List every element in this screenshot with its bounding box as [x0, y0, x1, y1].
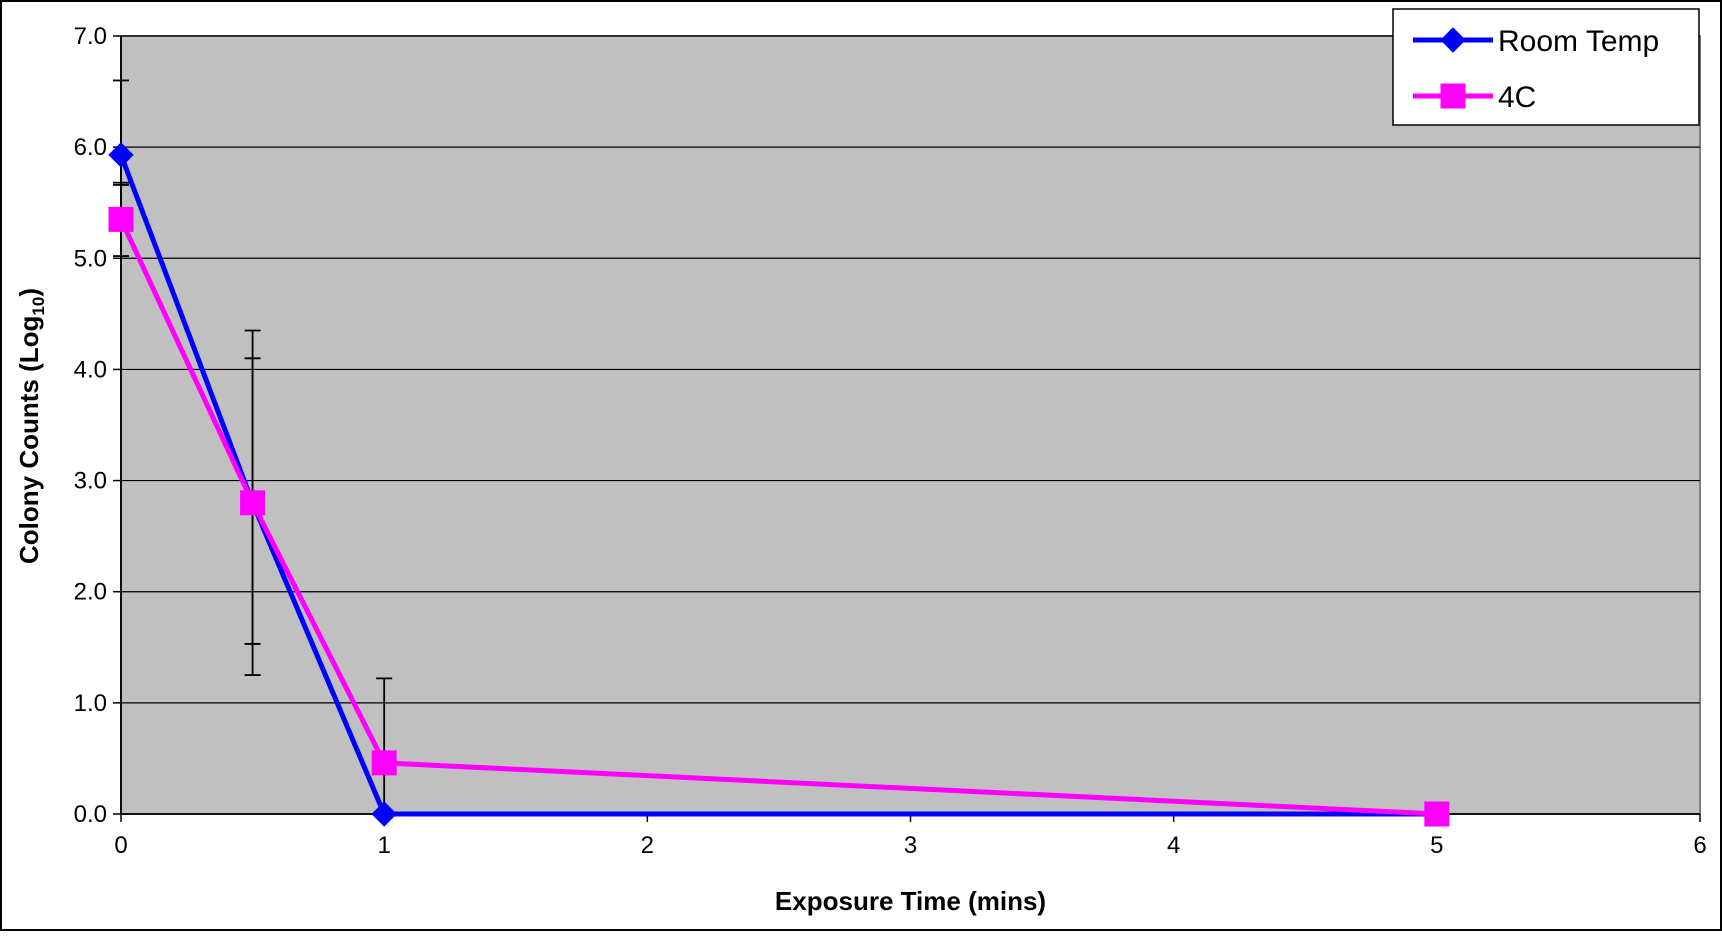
- x-tick-label: 5: [1430, 832, 1443, 859]
- y-tick-label: 1.0: [74, 690, 107, 717]
- y-tick-label: 3.0: [74, 468, 107, 495]
- y-axis-title-main: Colony Counts (Log: [14, 316, 44, 564]
- series-markers: [108, 142, 1450, 827]
- legend-marker-4c: [1440, 83, 1466, 109]
- y-tick-label: 4.0: [74, 356, 107, 383]
- data-point-room-temp: [371, 801, 397, 827]
- y-tick-label: 7.0: [74, 23, 107, 50]
- x-tick-label: 6: [1693, 832, 1706, 859]
- x-tick-label: 2: [641, 832, 654, 859]
- data-point-4c: [1424, 801, 1450, 827]
- legend-marker-room-temp: [1440, 27, 1466, 53]
- x-tick-label: 4: [1167, 832, 1180, 859]
- data-point-4c: [240, 490, 266, 516]
- y-tick-label: 0.0: [74, 801, 107, 828]
- legend: Room Temp 4C: [1392, 8, 1700, 126]
- series-line-4c: [118, 218, 1437, 817]
- legend-label-4c: 4C: [1498, 81, 1536, 114]
- y-tick-label: 5.0: [74, 245, 107, 272]
- x-axis-title: Exposure Time (mins): [775, 886, 1046, 916]
- data-point-room-temp: [108, 142, 134, 168]
- y-axis-title: Colony Counts (Log10): [14, 288, 48, 564]
- data-point-4c: [108, 206, 134, 232]
- y-tick-label: 6.0: [74, 134, 107, 161]
- legend-label-room-temp: Room Temp: [1498, 25, 1659, 58]
- y-tick-label: 2.0: [74, 579, 107, 606]
- x-tick-label: 0: [114, 832, 127, 859]
- plot-area: [120, 35, 1701, 815]
- x-tick-label: 3: [904, 832, 917, 859]
- data-point-4c: [371, 750, 397, 776]
- y-axis-title-subscript: 10: [29, 297, 48, 316]
- series-line-room-temp: [118, 154, 1437, 817]
- series-lines: [118, 154, 1437, 817]
- x-tick-label: 1: [377, 832, 390, 859]
- axes: 0.0 1.0 2.0 3.0 4.0 5.0 6.0 7.0 0 1 2 3 4 5 6: [74, 23, 1707, 859]
- y-axis-title-close: ): [14, 288, 44, 297]
